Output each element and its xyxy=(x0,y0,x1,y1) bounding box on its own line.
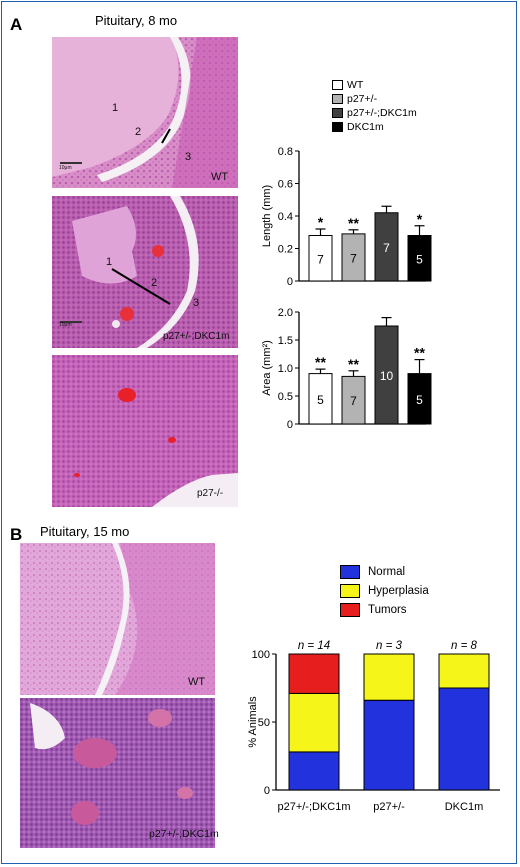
legend-pathology: Normal Hyperplasia Tumors xyxy=(340,562,429,619)
region-label-1: 1 xyxy=(112,102,119,114)
scale-bar-label: 10μm xyxy=(59,322,72,328)
legend-label: Normal xyxy=(368,565,406,578)
panel-b-title: Pituitary, 15 mo xyxy=(40,524,130,539)
significance-marker: * xyxy=(417,211,423,227)
y-tick-label: 0.2 xyxy=(278,244,293,256)
x-tick-label: p27+/- xyxy=(373,801,405,813)
stacked-bar-segment xyxy=(438,653,490,689)
micrograph-a-wt xyxy=(52,37,238,188)
legend-item: DKC1m xyxy=(332,120,417,134)
stacked-bar-segment xyxy=(363,699,415,791)
region-label-2: 2 xyxy=(135,126,142,138)
sample-size-label: n = 3 xyxy=(376,640,403,652)
sample-size-label: n = 8 xyxy=(451,640,478,652)
bar xyxy=(308,373,333,425)
length-bar-chart: 0 0.2 0.4 0.6 0.8 Length (mm) 7 * 7 ** 7 5 * xyxy=(261,146,432,288)
significance-marker: ** xyxy=(348,356,359,372)
micrograph-label-wt: WT xyxy=(188,676,206,688)
sample-size-label: 5 xyxy=(416,252,423,266)
y-tick-label: 2.0 xyxy=(278,307,293,319)
legend-swatch xyxy=(332,94,343,104)
y-tick-label: 100 xyxy=(252,649,270,661)
legend-item: Normal xyxy=(340,562,429,581)
stacked-bar-segment xyxy=(363,653,415,701)
legend-label: Hyperplasia xyxy=(368,584,429,597)
y-tick-label: 0.5 xyxy=(278,391,293,403)
significance-marker: * xyxy=(318,214,324,230)
micrograph-label-p27het-dkc1m: p27+/-;DKC1m xyxy=(163,331,230,342)
micrograph-b-p27het-dkc1m xyxy=(20,698,215,848)
sample-size-label: 10 xyxy=(380,369,394,383)
y-tick-label: 0 xyxy=(287,276,293,288)
region-label-2: 2 xyxy=(151,277,158,289)
legend-swatch xyxy=(332,108,343,118)
significance-marker: ** xyxy=(315,354,326,370)
legend-genotypes: WT p27+/- p27+/-;DKC1m DKC1m xyxy=(332,78,417,134)
legend-item: Tumors xyxy=(340,600,429,619)
sample-size-label: 7 xyxy=(350,394,357,408)
legend-swatch xyxy=(340,583,360,598)
y-axis-label: Area (mm²) xyxy=(261,340,273,396)
legend-label: Tumors xyxy=(368,603,407,616)
sample-size-label: 5 xyxy=(416,393,423,407)
y-tick-label: 1.0 xyxy=(278,363,293,375)
micrograph-label-wt: WT xyxy=(211,171,229,183)
y-tick-label: 0.4 xyxy=(278,211,293,223)
y-axis-label: Length (mm) xyxy=(261,185,273,247)
significance-marker: ** xyxy=(414,345,425,361)
y-tick-label: 0 xyxy=(287,419,293,431)
legend-label: DKC1m xyxy=(347,121,384,133)
legend-item: Hyperplasia xyxy=(340,581,429,600)
stacked-bar-segment xyxy=(288,653,340,694)
panel-a-letter: A xyxy=(10,15,23,34)
sample-size-label: n = 14 xyxy=(298,640,330,652)
legend-swatch xyxy=(340,564,360,579)
y-tick-label: 0 xyxy=(264,785,270,797)
micrograph-a-p27null xyxy=(52,355,238,507)
micrograph-b-wt xyxy=(20,543,215,695)
y-axis-label: % Animals xyxy=(248,696,259,748)
y-tick-label: 1.5 xyxy=(278,335,293,347)
micrograph-label-p27null: p27-/- xyxy=(197,488,224,499)
legend-item: WT xyxy=(332,78,417,92)
sample-size-label: 7 xyxy=(383,241,390,255)
panel-b-letter: B xyxy=(10,525,23,544)
legend-swatch xyxy=(332,122,343,132)
y-tick-label: 0.8 xyxy=(278,146,293,158)
animals-stacked-bar-chart: 0 50 100 % Animals n = 14 p27+/-;DKC1m n = 3 p2… xyxy=(248,640,500,813)
y-tick-label: 50 xyxy=(258,717,270,729)
legend-item: p27+/- xyxy=(332,92,417,106)
area-bar-chart: 0 0.5 1.0 1.5 2.0 Area (mm²) 5 ** 7 ** 10 5 ** xyxy=(261,307,432,431)
region-label-1: 1 xyxy=(106,256,113,268)
significance-marker: ** xyxy=(348,215,359,231)
micrograph-label-p27het-dkc1m: p27+/-;DKC1m xyxy=(149,828,219,840)
panel-a-title: Pituitary, 8 mo xyxy=(95,13,178,28)
sample-size-label: 7 xyxy=(350,251,357,265)
sample-size-label: 7 xyxy=(317,252,324,266)
bar xyxy=(407,373,432,425)
stacked-bar-segment xyxy=(288,751,340,791)
y-tick-label: 0.6 xyxy=(278,179,293,191)
sample-size-label: 5 xyxy=(317,393,324,407)
region-label-3: 3 xyxy=(185,151,192,163)
scale-bar-label: 10μm xyxy=(59,165,72,171)
legend-label: p27+/- xyxy=(347,93,378,105)
legend-label: WT xyxy=(347,79,364,91)
stacked-bar-segment xyxy=(288,692,340,753)
x-tick-label: DKC1m xyxy=(445,801,484,813)
legend-item: p27+/-;DKC1m xyxy=(332,106,417,120)
x-tick-label: p27+/-;DKC1m xyxy=(277,801,350,813)
stacked-bar-segment xyxy=(438,687,490,791)
legend-label: p27+/-;DKC1m xyxy=(347,107,417,119)
legend-swatch xyxy=(332,80,343,90)
legend-swatch xyxy=(340,602,360,617)
region-label-3: 3 xyxy=(193,297,200,309)
micrograph-a-p27het-dkc1m xyxy=(52,196,238,348)
